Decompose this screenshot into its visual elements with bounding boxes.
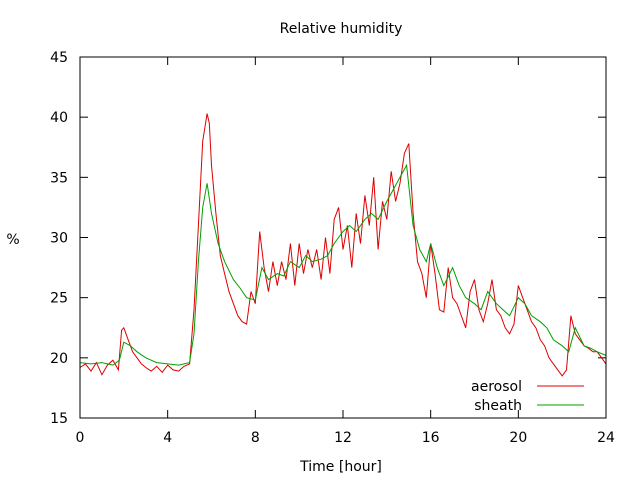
series-lines <box>79 113 607 377</box>
x-tick-label: 4 <box>163 430 172 446</box>
x-tick-label: 16 <box>422 430 440 446</box>
x-axis-label: Time [hour] <box>299 459 382 475</box>
legend-label-aerosol: aerosol <box>471 379 522 395</box>
x-tick-label: 8 <box>251 430 260 446</box>
plot-frame <box>79 56 607 419</box>
legend: aerosol sheath <box>471 379 584 414</box>
y-tick-label: 45 <box>50 50 68 66</box>
x-tick-label: 20 <box>509 430 527 446</box>
y-tick-label: 25 <box>50 291 68 307</box>
y-tick-label: 15 <box>50 411 68 427</box>
y-axis-label: % <box>6 232 19 248</box>
axis-ticks: 0 4 8 12 16 20 24 15 20 25 30 35 40 45 <box>50 50 615 446</box>
x-tick-label: 24 <box>597 430 615 446</box>
chart-title: Relative humidity <box>280 21 403 37</box>
x-tick-label: 12 <box>334 430 352 446</box>
y-tick-label: 40 <box>50 110 68 126</box>
y-tick-label: 35 <box>50 170 68 186</box>
y-tick-label: 30 <box>50 231 68 247</box>
series-line-sheath <box>79 163 607 366</box>
x-tick-label: 0 <box>76 430 85 446</box>
y-tick-label: 20 <box>50 351 68 367</box>
series-line-aerosol <box>79 113 607 377</box>
legend-label-sheath: sheath <box>474 398 522 414</box>
